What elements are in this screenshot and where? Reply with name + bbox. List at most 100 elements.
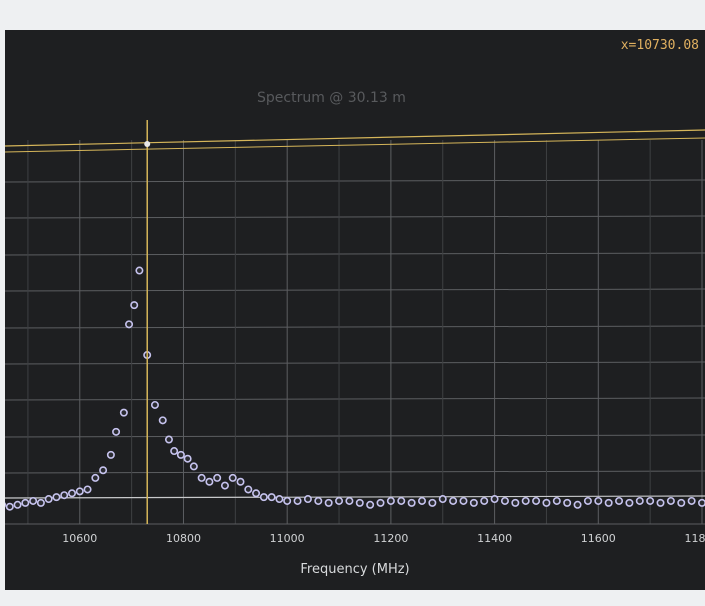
data-point <box>594 496 603 505</box>
data-point <box>490 495 499 504</box>
data-point <box>275 495 284 504</box>
reference-line-top <box>5 129 705 147</box>
data-point <box>36 498 45 507</box>
data-point <box>335 496 344 505</box>
data-point <box>428 498 437 507</box>
grid-line-h <box>5 179 705 183</box>
grid-line-h <box>5 288 705 292</box>
x-tick-label: 11000 <box>270 532 305 545</box>
data-point <box>604 498 613 507</box>
data-point <box>552 496 561 505</box>
data-point <box>170 447 179 456</box>
data-point <box>99 466 108 475</box>
x-tick-label: 10800 <box>166 532 201 545</box>
grid-line-h <box>5 215 705 219</box>
baseline-line <box>5 495 705 499</box>
spectrum-chart-panel: 10600 10800 11000 11200 11400 11600 11800 x=10… <box>5 30 705 590</box>
data-point <box>67 489 76 498</box>
data-point <box>407 498 416 507</box>
data-point <box>666 496 675 505</box>
data-point <box>355 498 364 507</box>
data-point <box>106 450 115 459</box>
data-point <box>345 496 354 505</box>
data-point <box>500 496 509 505</box>
data-point <box>573 500 582 509</box>
data-point <box>469 498 478 507</box>
data-point <box>259 493 268 502</box>
x-tick-label: 10600 <box>62 532 97 545</box>
data-point <box>130 301 139 310</box>
grid-line-h <box>5 434 705 438</box>
data-point <box>267 493 276 502</box>
x-tick-label: 11200 <box>373 532 408 545</box>
data-point <box>164 435 173 444</box>
reference-line-top-2 <box>5 137 705 153</box>
data-point <box>521 496 530 505</box>
data-point <box>13 500 22 509</box>
cursor-marker <box>144 141 151 147</box>
data-point <box>386 496 395 505</box>
cursor-readout: x=10730.08 <box>620 38 699 53</box>
data-point <box>91 473 100 482</box>
data-point <box>21 498 30 507</box>
chart-plot-area[interactable]: 10600 10800 11000 11200 11400 11600 11800 <box>5 30 705 590</box>
data-point <box>75 487 84 496</box>
data-point <box>119 408 128 417</box>
data-point <box>532 496 541 505</box>
data-point <box>252 489 261 498</box>
data-point <box>197 473 206 482</box>
data-point <box>303 495 312 504</box>
data-point <box>583 496 592 505</box>
grid-line-h <box>5 252 705 256</box>
data-point <box>366 500 375 509</box>
data-point <box>205 477 214 486</box>
data-point <box>213 473 222 482</box>
data-point <box>44 495 53 504</box>
data-point <box>29 496 38 505</box>
data-point <box>687 496 696 505</box>
chart-title: Spectrum @ 30.13 m <box>257 90 406 106</box>
data-point <box>244 485 253 494</box>
data-point <box>236 477 245 486</box>
data-point <box>83 485 92 494</box>
data-point <box>635 496 644 505</box>
grid-line-h <box>5 361 705 365</box>
x-tick-label: 11600 <box>581 532 616 545</box>
data-point <box>563 498 572 507</box>
data-point <box>542 498 551 507</box>
x-axis-label: Frequency (MHz) <box>300 562 410 577</box>
data-point <box>125 320 134 329</box>
data-point <box>135 266 144 275</box>
x-tick-label: 11800 <box>685 532 705 545</box>
data-point <box>324 498 333 507</box>
data-point <box>376 498 385 507</box>
grid-line-h <box>5 397 705 401</box>
data-point <box>480 496 489 505</box>
data-point <box>449 496 458 505</box>
data-point <box>228 473 237 482</box>
data-point <box>60 491 69 500</box>
data-point <box>417 496 426 505</box>
data-point <box>293 496 302 505</box>
data-point <box>112 427 121 436</box>
data-point <box>183 454 192 463</box>
grid-line-h <box>5 470 705 474</box>
data-point <box>646 496 655 505</box>
data-point <box>314 496 323 505</box>
data-point <box>283 496 292 505</box>
data-point <box>511 498 520 507</box>
data-point <box>52 493 61 502</box>
data-point <box>189 462 198 471</box>
x-tick-label: 11400 <box>477 532 512 545</box>
data-point <box>150 400 159 409</box>
data-point <box>176 450 185 459</box>
data-point <box>698 498 705 507</box>
data-point <box>220 481 229 490</box>
grid-line-h <box>5 325 705 329</box>
data-point <box>656 498 665 507</box>
data-point <box>438 495 447 504</box>
data-point <box>677 498 686 507</box>
data-point <box>158 416 167 425</box>
data-point <box>615 496 624 505</box>
data-point <box>459 496 468 505</box>
